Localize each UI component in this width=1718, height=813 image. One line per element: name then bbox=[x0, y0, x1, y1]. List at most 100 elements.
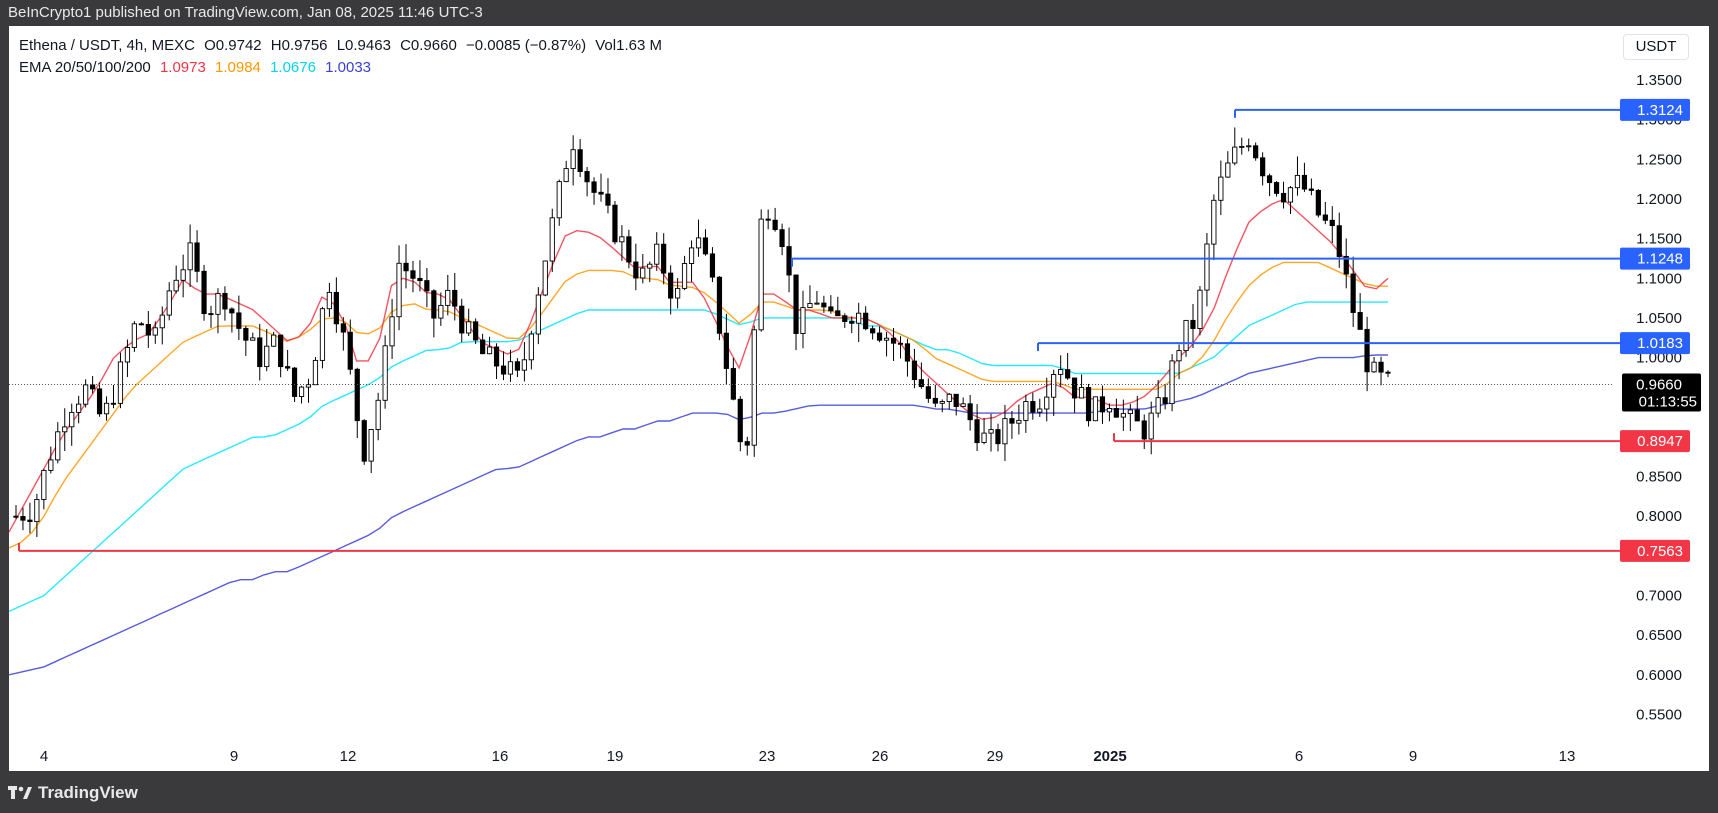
y-tick-label: 0.8000 bbox=[1636, 508, 1682, 525]
ema20-value: 1.0973 bbox=[159, 59, 206, 76]
footer-brand[interactable]: TradingView bbox=[38, 783, 138, 802]
candle bbox=[863, 312, 869, 330]
candle bbox=[486, 346, 493, 355]
x-tick-label: 29 bbox=[987, 748, 1004, 765]
candle bbox=[695, 237, 702, 249]
candle bbox=[410, 270, 416, 279]
candle bbox=[507, 361, 514, 375]
candle bbox=[166, 290, 172, 316]
candle bbox=[681, 263, 688, 289]
candle bbox=[1364, 328, 1370, 373]
candle bbox=[793, 274, 799, 334]
candle bbox=[556, 181, 562, 219]
candle bbox=[222, 292, 228, 310]
candle bbox=[1106, 408, 1113, 413]
candle bbox=[779, 229, 785, 248]
candle bbox=[849, 321, 855, 324]
candle bbox=[62, 426, 68, 433]
candle bbox=[466, 321, 472, 334]
candle bbox=[723, 332, 729, 369]
support-level-label: 0.8947 bbox=[1637, 433, 1683, 450]
x-tick-label: 4 bbox=[40, 748, 48, 765]
low-value: L0.9463 bbox=[336, 37, 391, 54]
candle bbox=[285, 366, 291, 369]
candle bbox=[347, 331, 353, 370]
candle bbox=[500, 365, 507, 375]
candle bbox=[1141, 420, 1147, 440]
x-tick-label: 19 bbox=[607, 748, 624, 765]
candle bbox=[828, 306, 834, 312]
candle bbox=[876, 332, 883, 341]
candle bbox=[904, 343, 911, 362]
candle bbox=[96, 388, 103, 415]
y-tick-label: 1.2000 bbox=[1636, 191, 1682, 208]
candle bbox=[981, 432, 987, 443]
currency-button[interactable]: USDT bbox=[1623, 34, 1689, 60]
candle bbox=[1273, 182, 1280, 194]
last-price-badge bbox=[1622, 373, 1701, 412]
resistance-level-badge bbox=[1620, 98, 1690, 121]
tradingview-logo-icon[interactable] bbox=[8, 786, 32, 800]
high-value: H0.9756 bbox=[270, 37, 328, 54]
candle bbox=[138, 323, 144, 326]
y-tick-label: 0.6500 bbox=[1636, 627, 1682, 644]
candle bbox=[814, 302, 820, 305]
ema200-line bbox=[9, 354, 1388, 676]
candle bbox=[1280, 192, 1287, 203]
symbol-label[interactable]: Ethena / USDT, 4h, MEXC bbox=[19, 37, 195, 54]
candle bbox=[584, 171, 590, 183]
candle bbox=[598, 191, 604, 195]
candle bbox=[459, 305, 465, 334]
candle bbox=[445, 289, 451, 306]
ema-label[interactable]: EMA 20/50/100/200 bbox=[19, 59, 151, 76]
candle bbox=[424, 280, 430, 292]
candle bbox=[1051, 374, 1057, 398]
candle bbox=[758, 218, 764, 331]
support-level-badge bbox=[1620, 430, 1690, 453]
candle bbox=[897, 342, 904, 345]
candle bbox=[194, 242, 200, 272]
candle bbox=[702, 237, 709, 255]
candle bbox=[953, 393, 959, 407]
chart-frame[interactable] bbox=[9, 26, 1709, 771]
y-tick-label: 1.1500 bbox=[1636, 231, 1682, 248]
candle bbox=[939, 401, 945, 404]
candle bbox=[431, 290, 437, 319]
open-value: O0.9742 bbox=[204, 37, 262, 54]
candle bbox=[41, 469, 47, 500]
y-tick-label: 1.0500 bbox=[1636, 310, 1682, 327]
candle bbox=[361, 420, 367, 462]
candle bbox=[765, 218, 771, 221]
candle bbox=[1176, 350, 1182, 362]
candle bbox=[995, 429, 1001, 445]
candle bbox=[76, 403, 82, 413]
candle bbox=[932, 397, 938, 404]
candle bbox=[800, 307, 806, 334]
candle bbox=[201, 270, 207, 315]
candle bbox=[577, 149, 583, 172]
candle bbox=[326, 291, 332, 310]
y-tick-label: 0.6000 bbox=[1636, 667, 1682, 684]
candle bbox=[1246, 145, 1252, 148]
candle bbox=[229, 308, 235, 314]
candle bbox=[1099, 396, 1106, 413]
candle bbox=[1162, 397, 1168, 404]
candle bbox=[1211, 199, 1217, 245]
candle bbox=[737, 398, 743, 443]
candle bbox=[612, 204, 618, 243]
plot-area bbox=[9, 127, 1391, 676]
candle bbox=[1287, 187, 1294, 203]
candle bbox=[1044, 396, 1050, 410]
support-level-label: 0.7563 bbox=[1637, 543, 1683, 560]
candle bbox=[340, 323, 346, 333]
candle bbox=[298, 386, 305, 397]
ema50-value: 1.0984 bbox=[215, 59, 261, 76]
candle bbox=[152, 327, 158, 336]
candle bbox=[654, 243, 660, 265]
candle bbox=[626, 236, 632, 263]
y-tick-label: 1.2500 bbox=[1636, 151, 1682, 168]
candle bbox=[1030, 401, 1036, 413]
candle bbox=[27, 519, 33, 522]
candle bbox=[103, 402, 110, 415]
